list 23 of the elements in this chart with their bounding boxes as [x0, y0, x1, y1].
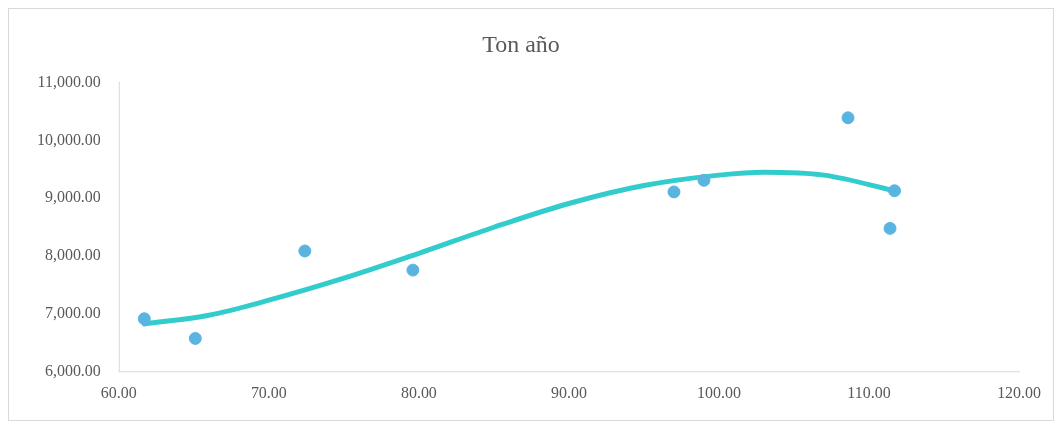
point [188, 331, 202, 345]
x-tick-label: 60.00 [100, 383, 137, 401]
point [888, 184, 902, 198]
x-tick-label: 90.00 [550, 383, 587, 401]
x-tick-label: 70.00 [250, 383, 287, 401]
x-tick-label: 120.00 [997, 383, 1042, 401]
x-tick-label: 80.00 [400, 383, 437, 401]
y-tick-label: 7,000.00 [44, 304, 101, 322]
chart-title: Ton año [482, 31, 560, 58]
x-tick-label: 100.00 [697, 383, 741, 401]
y-tick-label: 10,000.00 [36, 130, 101, 148]
x-tick-label: 110.00 [847, 383, 891, 401]
point [667, 185, 681, 199]
y-tick-label: 9,000.00 [44, 188, 101, 206]
point [298, 244, 312, 258]
point [697, 173, 711, 187]
point [883, 221, 897, 235]
point [137, 312, 151, 326]
point [841, 111, 855, 125]
y-tick-label: 6,000.00 [44, 362, 101, 380]
y-tick-label: 11,000.00 [37, 72, 101, 90]
point [406, 263, 420, 277]
y-tick-label: 8,000.00 [44, 246, 101, 264]
